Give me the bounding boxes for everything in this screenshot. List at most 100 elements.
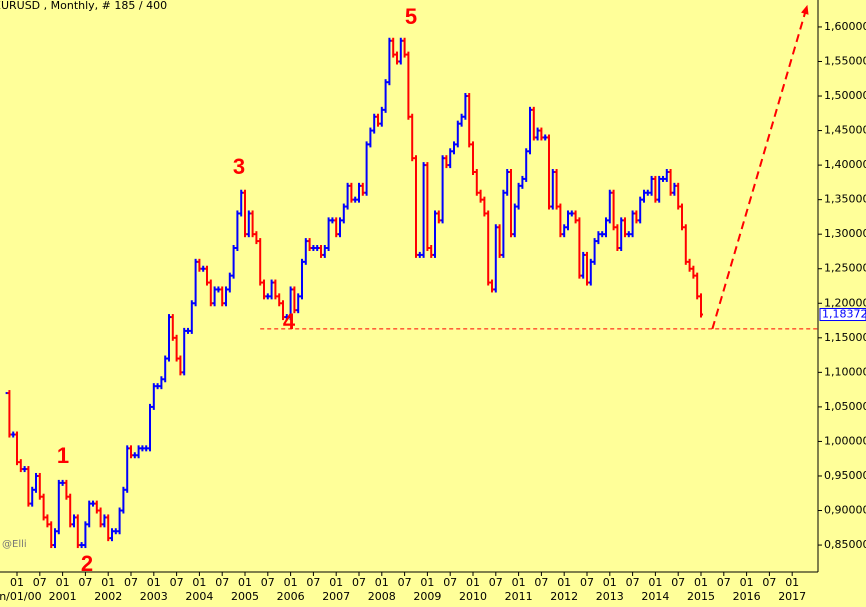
x-tick-label: 07 bbox=[352, 576, 366, 589]
x-tick-label: 07 bbox=[78, 576, 92, 589]
price-bar bbox=[360, 182, 365, 196]
price-bar bbox=[155, 383, 160, 390]
x-tick-label: 01 bbox=[101, 576, 115, 589]
y-tick-label: 1,00000 bbox=[824, 434, 866, 447]
year-label: 2009 bbox=[413, 590, 441, 603]
price-bar bbox=[258, 238, 263, 286]
price-bar bbox=[64, 479, 69, 500]
price-bar bbox=[178, 355, 183, 376]
price-bar bbox=[113, 528, 118, 535]
x-tick-label: 01 bbox=[10, 576, 24, 589]
price-bar bbox=[486, 210, 491, 286]
price-bar bbox=[413, 155, 418, 258]
price-bar bbox=[698, 293, 703, 318]
year-label: 2006 bbox=[277, 590, 305, 603]
price-bar bbox=[243, 189, 248, 238]
price-bar bbox=[18, 459, 23, 473]
price-bar bbox=[216, 286, 221, 293]
price-bar bbox=[117, 507, 122, 535]
x-tick-label: 07 bbox=[261, 576, 275, 589]
y-tick-label: 1,30000 bbox=[824, 227, 866, 240]
price-bar bbox=[622, 217, 627, 238]
price-bar bbox=[683, 224, 688, 265]
price-bar bbox=[132, 452, 137, 459]
price-bar bbox=[186, 327, 191, 334]
x-tick-label: 07 bbox=[762, 576, 776, 589]
x-tick-label: 01 bbox=[192, 576, 206, 589]
price-bar bbox=[558, 203, 563, 238]
price-bar bbox=[489, 279, 494, 293]
price-bar bbox=[30, 486, 35, 507]
price-bar bbox=[189, 300, 194, 334]
price-bar bbox=[357, 182, 362, 203]
price-bar bbox=[660, 175, 665, 182]
price-bar bbox=[478, 189, 483, 203]
price-bar bbox=[292, 286, 297, 314]
price-bar bbox=[34, 472, 39, 493]
year-label: 2013 bbox=[596, 590, 624, 603]
price-bar bbox=[56, 479, 61, 535]
x-tick-label: 07 bbox=[124, 576, 138, 589]
price-bar bbox=[326, 217, 331, 252]
price-bar bbox=[262, 279, 267, 300]
price-bar bbox=[467, 93, 472, 148]
price-bar bbox=[193, 258, 198, 307]
price-bar bbox=[664, 169, 669, 182]
year-label: 2001 bbox=[49, 590, 77, 603]
price-bar bbox=[281, 300, 286, 321]
price-bar bbox=[463, 93, 468, 120]
price-bar bbox=[524, 148, 529, 182]
price-bar bbox=[588, 258, 593, 286]
year-label: 2012 bbox=[550, 590, 578, 603]
price-bar bbox=[15, 431, 20, 466]
price-bar bbox=[554, 169, 559, 210]
price-bar bbox=[543, 134, 548, 141]
price-bar bbox=[170, 314, 175, 341]
price-bar bbox=[672, 182, 677, 196]
price-bar bbox=[482, 196, 487, 217]
price-bar bbox=[691, 265, 696, 279]
x-tick-label: 01 bbox=[420, 576, 434, 589]
price-bar bbox=[649, 175, 654, 196]
price-bar bbox=[345, 182, 350, 210]
price-bar bbox=[284, 314, 289, 321]
x-tick-label: 07 bbox=[306, 576, 320, 589]
price-bar bbox=[376, 113, 381, 127]
y-tick-label: 0,85000 bbox=[824, 538, 866, 551]
last-price-label: 1,18372 bbox=[822, 308, 866, 321]
x-tick-label: 01 bbox=[694, 576, 708, 589]
x-tick-label: 01 bbox=[238, 576, 252, 589]
price-bar bbox=[338, 217, 343, 238]
price-bar bbox=[501, 189, 506, 258]
price-bar bbox=[581, 251, 586, 279]
price-bar bbox=[121, 486, 126, 514]
price-bar bbox=[630, 210, 635, 238]
x-tick-label: 01 bbox=[512, 576, 526, 589]
year-label: 2011 bbox=[505, 590, 533, 603]
price-bar bbox=[227, 272, 232, 293]
x-tick-label: 07 bbox=[489, 576, 503, 589]
price-bar bbox=[368, 127, 373, 148]
price-bar bbox=[645, 189, 650, 196]
wave-label: 5 bbox=[405, 4, 417, 29]
x-tick-label: 07 bbox=[170, 576, 184, 589]
x-tick-label: 07 bbox=[215, 576, 229, 589]
price-bar bbox=[144, 445, 149, 452]
year-label: 2014 bbox=[641, 590, 669, 603]
price-bar bbox=[151, 383, 156, 410]
x-tick-label: 01 bbox=[557, 576, 571, 589]
y-tick-label: 1,40000 bbox=[824, 158, 866, 171]
y-tick-label: 1,15000 bbox=[824, 331, 866, 344]
price-bar bbox=[37, 472, 42, 500]
price-bar bbox=[167, 314, 172, 362]
x-tick-label: 01 bbox=[329, 576, 343, 589]
price-bar bbox=[679, 203, 684, 231]
price-bar bbox=[653, 175, 658, 203]
price-bar bbox=[505, 169, 510, 196]
x-tick-label: 01 bbox=[603, 576, 617, 589]
y-tick-label: 0,90000 bbox=[824, 504, 866, 517]
price-bar bbox=[573, 210, 578, 224]
price-bar bbox=[163, 355, 168, 383]
price-bar bbox=[235, 210, 240, 252]
